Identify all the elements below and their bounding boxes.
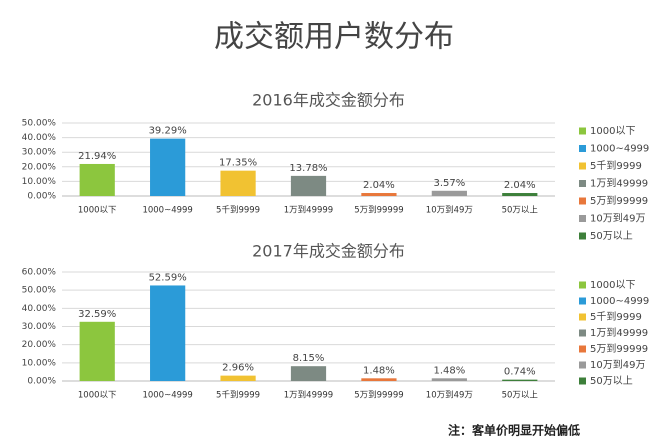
legend-label: 5千到9999 [590, 160, 642, 172]
x-tick-label: 1000~4999 [142, 391, 192, 401]
bar [290, 366, 327, 381]
bar [431, 378, 467, 381]
legend-swatch [579, 345, 586, 353]
legend-swatch [579, 377, 586, 385]
y-tick-label: 50.00% [22, 119, 57, 129]
legend-label: 10万到49万 [590, 213, 645, 225]
y-tick-label: 10.00% [22, 177, 57, 187]
x-tick-label: 50万以上 [502, 206, 539, 216]
y-tick-label: 20.00% [22, 340, 57, 350]
x-tick-label: 50万以上 [502, 391, 539, 401]
y-tick-label: 0.00% [27, 192, 56, 202]
bar [150, 285, 186, 381]
legend-swatch [579, 232, 586, 240]
y-tick-label: 30.00% [22, 322, 57, 332]
value-label: 2.04% [504, 180, 536, 191]
value-label: 0.74% [504, 367, 536, 378]
x-tick-label: 1000~4999 [142, 206, 192, 216]
note: 注：客单价明显开始偏低 [448, 423, 580, 438]
value-label: 1.48% [433, 365, 465, 376]
legend-label: 1万到49999 [590, 327, 648, 339]
bar [431, 190, 467, 196]
bar [502, 379, 538, 381]
x-tick-label: 5万到99999 [354, 206, 403, 216]
legend-swatch [579, 281, 586, 289]
legend-swatch [579, 297, 586, 305]
y-tick-label: 20.00% [22, 162, 57, 172]
bar [290, 175, 327, 196]
value-label: 1.48% [363, 365, 395, 376]
legend-label: 1000~4999 [590, 296, 649, 307]
value-label: 39.29% [149, 126, 187, 137]
legend-label: 5万到99999 [590, 195, 648, 207]
value-label: 2.96% [222, 363, 254, 374]
chart-title: 2017年成交金额分布 [252, 242, 405, 261]
y-tick-label: 50.00% [22, 286, 57, 296]
legend-label: 1000以下 [590, 126, 635, 137]
legend-label: 50万以上 [590, 230, 633, 242]
legend-swatch [579, 313, 586, 321]
value-label: 17.35% [219, 158, 257, 169]
legend-swatch [579, 162, 586, 170]
y-tick-label: 0.00% [27, 377, 56, 387]
value-label: 8.15% [293, 353, 325, 364]
value-label: 2.04% [363, 180, 395, 191]
legend-label: 1万到49999 [590, 178, 648, 190]
x-tick-label: 1000以下 [78, 391, 117, 401]
bar [361, 378, 397, 381]
bar [79, 321, 115, 381]
page-title: 成交额用户数分布 [214, 20, 454, 55]
legend-swatch [579, 145, 586, 152]
chart-title: 2016年成交金额分布 [252, 91, 405, 110]
x-tick-label: 1万到49999 [284, 391, 333, 401]
y-tick-label: 10.00% [22, 358, 57, 368]
bar [220, 375, 256, 381]
y-tick-label: 40.00% [22, 133, 57, 143]
bar [502, 193, 538, 196]
legend-swatch [579, 180, 586, 187]
y-tick-label: 40.00% [22, 304, 57, 314]
x-tick-label: 10万到49万 [426, 391, 473, 401]
bar [79, 163, 115, 196]
x-tick-label: 1000以下 [78, 206, 117, 216]
bar [220, 170, 256, 196]
bar [150, 138, 186, 196]
x-tick-label: 1万到49999 [284, 206, 333, 216]
legend-swatch [579, 197, 586, 205]
legend-swatch [579, 329, 586, 337]
y-tick-label: 30.00% [22, 148, 57, 158]
x-tick-label: 5千到9999 [216, 205, 260, 216]
legend-swatch [579, 215, 586, 222]
legend-label: 5千到9999 [590, 311, 642, 323]
bar [361, 193, 397, 196]
legend-label: 1000以下 [590, 280, 635, 291]
value-label: 52.59% [149, 272, 187, 283]
legend-swatch [579, 127, 586, 135]
value-label: 32.59% [78, 309, 116, 320]
x-tick-label: 5万到99999 [354, 391, 403, 401]
value-label: 3.57% [433, 178, 465, 189]
legend-label: 5万到99999 [590, 343, 648, 355]
legend-swatch [579, 361, 586, 369]
x-tick-label: 5千到9999 [216, 390, 260, 401]
y-tick-label: 60.00% [22, 268, 57, 278]
legend-label: 10万到49万 [590, 359, 645, 371]
x-tick-label: 10万到49万 [426, 206, 473, 216]
value-label: 13.78% [289, 163, 327, 174]
value-label: 21.94% [78, 151, 116, 162]
legend-label: 1000~4999 [590, 144, 649, 155]
legend-label: 50万以上 [590, 375, 633, 387]
